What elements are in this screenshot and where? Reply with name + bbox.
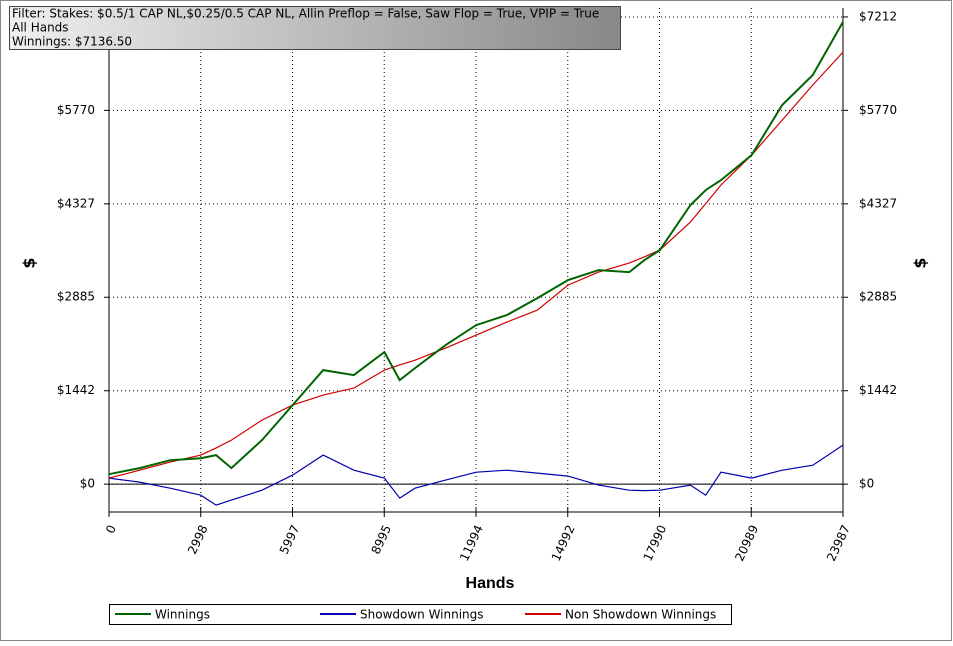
x-tick-label: 2998 — [185, 523, 211, 557]
y2-axis-label: $ — [911, 257, 930, 268]
filter-box — [9, 6, 621, 50]
series-line — [108, 444, 844, 506]
x-axis-label: Hands — [466, 575, 515, 592]
y-tick-label: $0 — [80, 477, 95, 491]
y2-tick-label: $1442 — [859, 383, 897, 397]
y2-tick-label: $4327 — [859, 196, 897, 210]
legend-label: Non Showdown Winnings — [565, 608, 716, 622]
x-tick-label: 14992 — [549, 523, 578, 564]
y-tick-label: $5770 — [57, 103, 95, 117]
y2-tick-label: $0 — [859, 477, 874, 491]
x-tick-label: 20989 — [732, 523, 761, 564]
filter-text: Filter: Stakes: $0.5/1 CAP NL,$0.25/0.5 … — [12, 7, 599, 21]
y-tick-label: $4327 — [57, 196, 95, 210]
legend-label: Showdown Winnings — [360, 608, 484, 622]
x-tick-label: 11994 — [457, 523, 486, 564]
filter-text: Winnings: $7136.50 — [12, 35, 132, 49]
x-tick-label: 8995 — [369, 523, 395, 557]
y-tick-label: $2885 — [57, 290, 95, 304]
x-tick-label: 5997 — [277, 523, 303, 557]
series-line — [108, 51, 844, 479]
y-axis-label: $ — [20, 257, 39, 268]
y-tick-label: $1442 — [57, 383, 95, 397]
x-tick-label: 0 — [103, 523, 119, 536]
y2-tick-label: $2885 — [859, 290, 897, 304]
y2-tick-label: $5770 — [859, 103, 897, 117]
y2-tick-label: $7212 — [859, 9, 897, 23]
series-line — [108, 21, 844, 476]
x-tick-label: 23987 — [824, 523, 853, 564]
legend-box — [109, 604, 732, 625]
legend-label: Winnings — [155, 608, 210, 622]
filter-text: All Hands — [12, 21, 69, 35]
x-tick-label: 17990 — [641, 523, 670, 564]
